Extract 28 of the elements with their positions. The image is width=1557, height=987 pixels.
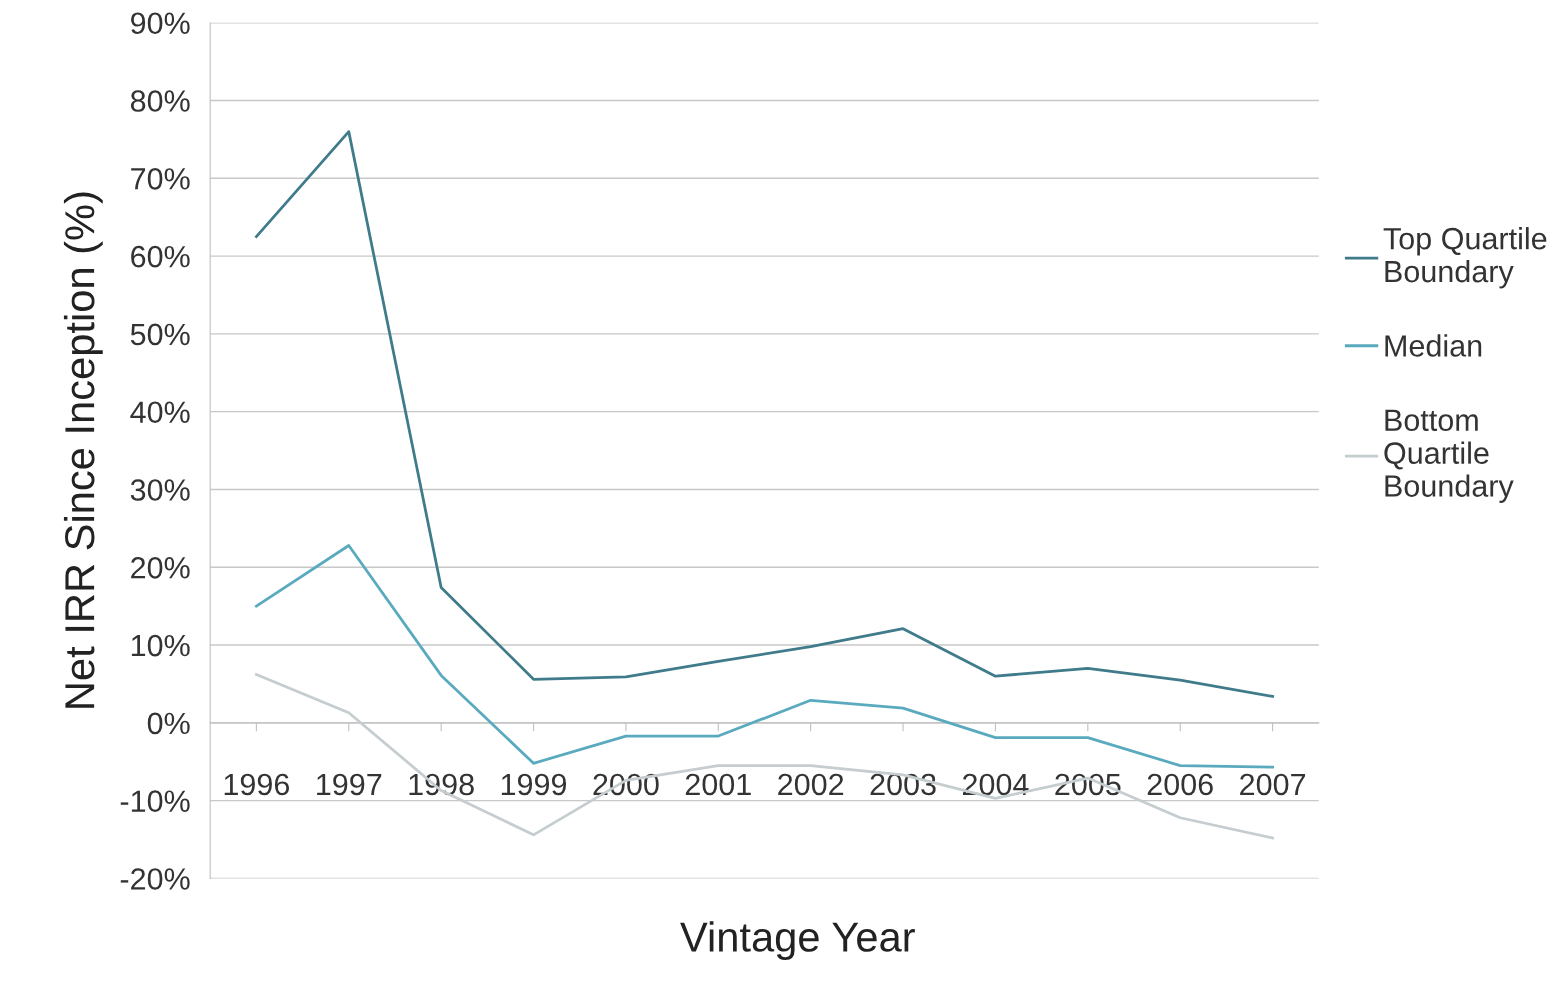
x-tick-label: 1997 — [317, 773, 382, 796]
y-tick-label: 0% — [147, 712, 190, 735]
x-tick-label: 1996 — [224, 773, 290, 796]
y-tick-label: 10% — [131, 634, 190, 657]
x-tick-label: 2004 — [963, 773, 1029, 796]
y-tick-label: 70% — [131, 168, 190, 190]
y-tick-label: 80% — [130, 90, 190, 112]
x-tick-label: 1999 — [501, 773, 567, 796]
x-tick-label: 2002 — [778, 773, 844, 796]
line-series — [255, 130, 1274, 698]
line-series — [255, 544, 1274, 769]
y-tick-label: 90% — [131, 12, 190, 35]
x-tick-label: 2006 — [1147, 773, 1213, 796]
y-axis-title: Net IRR Since Inception (%) — [63, 192, 103, 708]
y-tick-label: -10% — [120, 790, 190, 813]
y-tick-label: 50% — [130, 323, 190, 346]
legend-label: Bottom Quartile Boundary — [1384, 409, 1514, 503]
x-tick-label: 2003 — [870, 773, 936, 796]
y-tick-label: 60% — [131, 245, 190, 268]
x-tick-label: 2001 — [685, 773, 751, 796]
y-tick-label: 20% — [131, 556, 190, 579]
y-tick-label: 30% — [130, 479, 190, 501]
y-tick-label: -20% — [120, 868, 190, 890]
legend-label: Median — [1385, 334, 1482, 357]
y-tick-label: 40% — [130, 401, 190, 424]
x-axis-title: Vintage Year — [680, 921, 915, 961]
legend-label: Top Quartile Boundary — [1383, 227, 1547, 289]
x-tick-label: 2007 — [1240, 773, 1306, 796]
